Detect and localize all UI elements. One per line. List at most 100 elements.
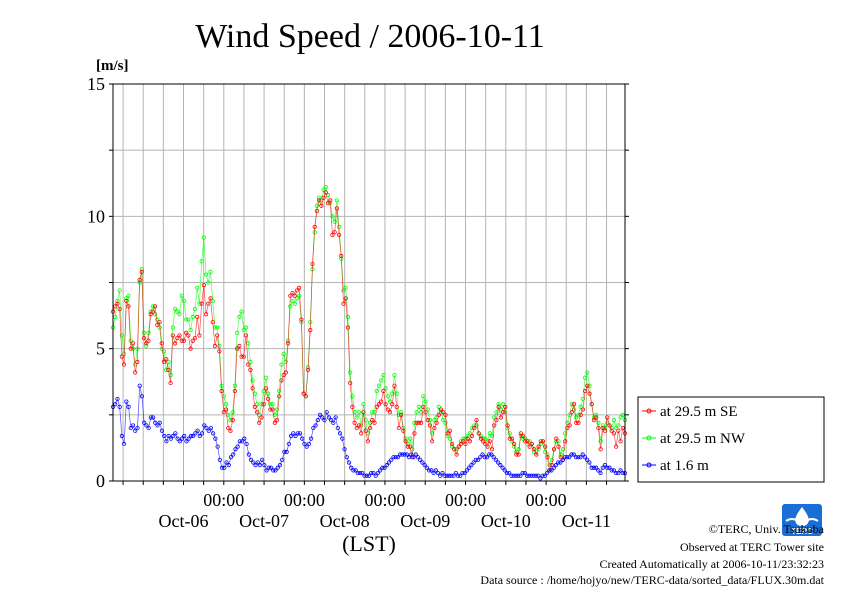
data-point	[386, 460, 392, 465]
data-point	[427, 418, 433, 423]
data-point	[317, 198, 322, 203]
data-point	[113, 402, 118, 407]
data-point	[153, 304, 158, 309]
data-point	[325, 201, 331, 206]
data-point	[491, 455, 496, 460]
data-point	[415, 455, 421, 460]
data-point	[201, 283, 206, 288]
data-point	[162, 433, 167, 439]
data-point	[441, 410, 446, 415]
data-point	[516, 473, 521, 478]
data-point	[440, 470, 445, 476]
data-point	[352, 420, 357, 425]
data-point	[493, 457, 498, 462]
data-point	[321, 187, 326, 192]
legend-box	[637, 396, 825, 483]
data-point	[399, 410, 404, 415]
chart-title: Wind Speed / 2006-10-11	[195, 18, 545, 55]
data-point	[618, 415, 623, 420]
data-point	[175, 335, 180, 341]
data-point	[522, 470, 527, 476]
data-point	[438, 410, 444, 415]
data-point	[514, 452, 519, 457]
data-point	[208, 296, 213, 301]
data-point	[372, 420, 377, 425]
data-point	[351, 468, 356, 473]
credit-site: Observed at TERC Tower site	[679, 540, 824, 554]
data-point	[322, 418, 327, 423]
data-point	[324, 410, 329, 415]
data-point	[563, 439, 568, 444]
data-point	[355, 470, 360, 476]
data-point	[290, 298, 295, 304]
data-point	[190, 314, 195, 320]
data-point	[532, 449, 537, 454]
data-point	[381, 373, 386, 378]
data-point	[582, 455, 588, 460]
data-point	[585, 383, 590, 388]
data-point	[496, 404, 501, 409]
data-point	[438, 473, 443, 478]
data-point	[376, 383, 382, 388]
data-point	[248, 367, 253, 372]
data-point	[523, 436, 528, 441]
data-point	[407, 444, 413, 449]
data-point	[206, 428, 211, 433]
data-point	[119, 354, 124, 359]
data-point	[412, 420, 417, 425]
data-point	[346, 460, 352, 465]
data-point	[487, 452, 492, 457]
data-point	[235, 444, 240, 449]
y-tick-label: 10	[87, 206, 105, 226]
data-point	[137, 383, 142, 388]
data-point	[596, 425, 601, 431]
x-time-label: 00:00	[364, 490, 405, 510]
data-point	[177, 439, 182, 444]
data-point	[620, 425, 625, 431]
data-point	[192, 335, 198, 341]
data-point	[357, 470, 363, 476]
data-point	[295, 431, 300, 436]
data-point	[146, 330, 151, 335]
data-point	[334, 198, 339, 203]
data-point	[496, 402, 501, 407]
x-day-label: Oct-08	[320, 511, 370, 531]
data-point	[293, 433, 298, 439]
data-point	[166, 367, 171, 372]
data-point	[206, 280, 211, 285]
data-point	[598, 447, 603, 452]
data-point	[335, 425, 340, 431]
data-point	[235, 330, 240, 335]
data-point	[150, 309, 155, 314]
data-point	[259, 402, 264, 407]
data-point	[350, 404, 355, 409]
data-point	[266, 391, 271, 396]
data-point	[244, 441, 249, 447]
data-point	[274, 418, 280, 423]
data-point	[199, 431, 205, 436]
data-point	[128, 346, 133, 351]
data-point	[326, 415, 332, 420]
data-point	[571, 402, 577, 407]
data-point	[455, 473, 461, 478]
data-point	[251, 460, 256, 465]
data-point	[390, 391, 395, 396]
data-point	[484, 455, 490, 460]
data-point	[175, 309, 180, 314]
data-point	[259, 415, 264, 420]
data-point	[407, 436, 413, 441]
data-point	[598, 439, 603, 444]
data-point	[442, 473, 447, 478]
data-point	[128, 425, 133, 431]
data-point	[230, 418, 235, 423]
data-point	[184, 330, 189, 335]
data-point	[304, 444, 309, 449]
data-point	[345, 325, 351, 330]
data-point	[587, 460, 592, 465]
data-point	[365, 439, 370, 444]
data-point	[280, 457, 285, 462]
data-point	[500, 402, 506, 407]
data-point	[516, 452, 521, 457]
data-point	[384, 463, 389, 468]
data-point	[297, 431, 303, 436]
